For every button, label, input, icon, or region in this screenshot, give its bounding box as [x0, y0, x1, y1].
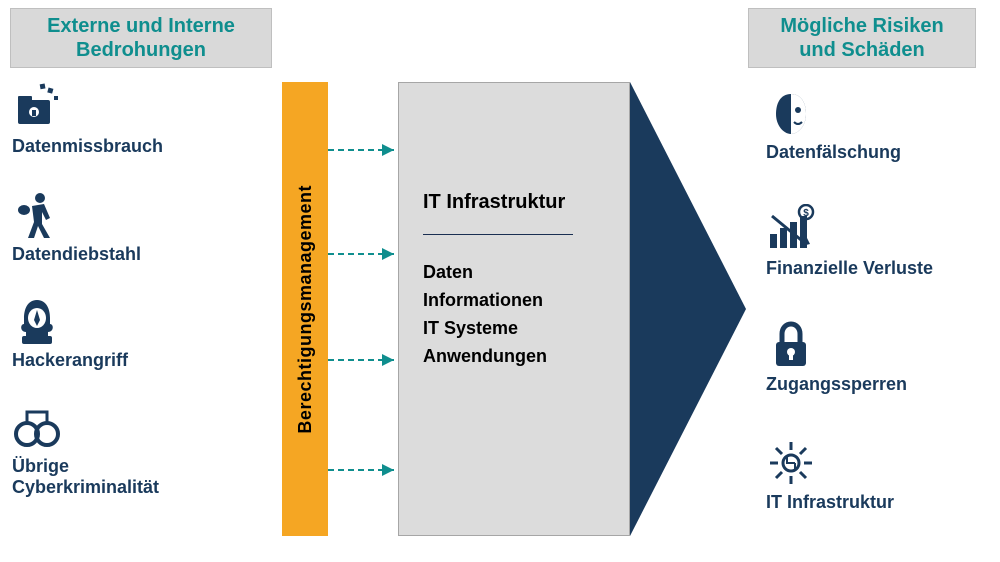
financial-loss-icon: $	[766, 204, 816, 254]
risks-header-label: Mögliche Risiken und Schäden	[780, 14, 943, 62]
risks-header: Mögliche Risiken und Schäden	[748, 8, 976, 68]
handcuffs-icon	[12, 402, 62, 452]
risk-label: Finanzielle Verluste	[766, 258, 933, 279]
infrastructure-icon	[766, 438, 816, 488]
data-theft-icon	[12, 190, 62, 240]
risk-label: IT Infrastruktur	[766, 492, 894, 513]
infrastructure-box: IT Infrastruktur Daten Informationen IT …	[398, 82, 630, 536]
threats-header-label: Externe und Interne Bedrohungen	[47, 14, 235, 62]
threat-item: Datendiebstahl	[12, 190, 141, 265]
infra-divider	[423, 234, 573, 235]
lock-icon	[766, 320, 816, 370]
threat-label: Übrige Cyberkriminalität	[12, 456, 159, 497]
infra-line: Informationen	[423, 287, 605, 315]
infra-line: IT Systeme	[423, 315, 605, 343]
threat-label: Datenmissbrauch	[12, 136, 163, 157]
infra-line: Daten	[423, 259, 605, 287]
infra-line: Anwendungen	[423, 343, 605, 371]
auth-management-bar: Berechtigungsmanagement	[282, 82, 328, 536]
risk-label: Zugangssperren	[766, 374, 907, 395]
risk-item: $ Finanzielle Verluste	[766, 204, 933, 279]
threats-header: Externe und Interne Bedrohungen	[10, 8, 272, 68]
threat-item: Übrige Cyberkriminalität	[12, 402, 159, 497]
threat-item: Datenmissbrauch	[12, 82, 163, 157]
infra-title: IT Infrastruktur	[423, 191, 605, 214]
threat-label: Datendiebstahl	[12, 244, 141, 265]
threat-label: Hackerangriff	[12, 350, 128, 371]
risk-item: IT Infrastruktur	[766, 438, 894, 513]
face-mask-icon	[766, 88, 816, 138]
hacker-icon	[12, 296, 62, 346]
threat-item: Hackerangriff	[12, 296, 128, 371]
svg-text:$: $	[803, 208, 809, 219]
risk-label: Datenfälschung	[766, 142, 901, 163]
data-misuse-icon	[12, 82, 62, 132]
risk-item: Zugangssperren	[766, 320, 907, 395]
risk-item: Datenfälschung	[766, 88, 901, 163]
auth-management-label: Berechtigungsmanagement	[295, 185, 316, 434]
